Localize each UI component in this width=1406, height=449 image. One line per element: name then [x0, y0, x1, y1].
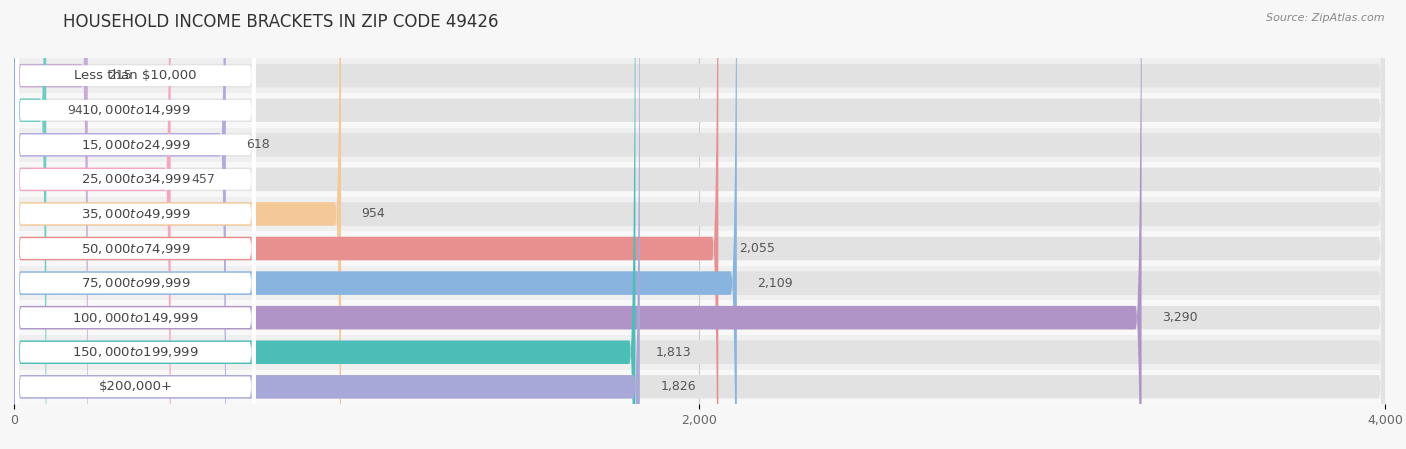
- FancyBboxPatch shape: [15, 0, 256, 449]
- FancyBboxPatch shape: [14, 0, 640, 449]
- Bar: [14, 197, 1385, 231]
- Bar: [14, 93, 1385, 128]
- Text: HOUSEHOLD INCOME BRACKETS IN ZIP CODE 49426: HOUSEHOLD INCOME BRACKETS IN ZIP CODE 49…: [63, 13, 499, 31]
- FancyBboxPatch shape: [14, 0, 1385, 449]
- Text: 3,290: 3,290: [1163, 311, 1198, 324]
- FancyBboxPatch shape: [15, 0, 256, 449]
- Text: 618: 618: [246, 138, 270, 151]
- FancyBboxPatch shape: [14, 0, 1142, 449]
- FancyBboxPatch shape: [14, 0, 737, 449]
- FancyBboxPatch shape: [14, 0, 718, 449]
- FancyBboxPatch shape: [14, 0, 342, 449]
- Text: $15,000 to $24,999: $15,000 to $24,999: [80, 138, 190, 152]
- FancyBboxPatch shape: [15, 0, 256, 449]
- Text: 215: 215: [108, 69, 132, 82]
- Bar: [14, 58, 1385, 93]
- FancyBboxPatch shape: [15, 0, 256, 449]
- Text: $150,000 to $199,999: $150,000 to $199,999: [72, 345, 198, 359]
- FancyBboxPatch shape: [15, 0, 256, 449]
- Text: $100,000 to $149,999: $100,000 to $149,999: [72, 311, 198, 325]
- Text: $200,000+: $200,000+: [98, 380, 173, 393]
- Bar: [14, 231, 1385, 266]
- Text: Source: ZipAtlas.com: Source: ZipAtlas.com: [1267, 13, 1385, 23]
- FancyBboxPatch shape: [14, 0, 226, 449]
- FancyBboxPatch shape: [15, 0, 256, 449]
- Text: $75,000 to $99,999: $75,000 to $99,999: [80, 276, 190, 290]
- Bar: [14, 128, 1385, 162]
- FancyBboxPatch shape: [14, 0, 1385, 449]
- Text: $25,000 to $34,999: $25,000 to $34,999: [80, 172, 190, 186]
- Text: 954: 954: [361, 207, 385, 220]
- Text: 2,109: 2,109: [758, 277, 793, 290]
- FancyBboxPatch shape: [14, 0, 46, 449]
- FancyBboxPatch shape: [14, 0, 1385, 449]
- FancyBboxPatch shape: [15, 0, 256, 449]
- Text: 1,813: 1,813: [657, 346, 692, 359]
- FancyBboxPatch shape: [15, 0, 256, 449]
- Text: $50,000 to $74,999: $50,000 to $74,999: [80, 242, 190, 255]
- Bar: [14, 300, 1385, 335]
- FancyBboxPatch shape: [14, 0, 1385, 449]
- FancyBboxPatch shape: [14, 0, 1385, 449]
- FancyBboxPatch shape: [14, 0, 1385, 449]
- FancyBboxPatch shape: [14, 0, 636, 449]
- FancyBboxPatch shape: [14, 0, 1385, 449]
- FancyBboxPatch shape: [14, 0, 1385, 449]
- FancyBboxPatch shape: [14, 0, 1385, 449]
- Text: $35,000 to $49,999: $35,000 to $49,999: [80, 207, 190, 221]
- Bar: [14, 162, 1385, 197]
- Text: $10,000 to $14,999: $10,000 to $14,999: [80, 103, 190, 117]
- FancyBboxPatch shape: [15, 0, 256, 449]
- Text: Less than $10,000: Less than $10,000: [75, 69, 197, 82]
- FancyBboxPatch shape: [14, 0, 170, 449]
- Bar: [14, 370, 1385, 404]
- Text: 457: 457: [191, 173, 215, 186]
- FancyBboxPatch shape: [14, 0, 87, 449]
- Bar: [14, 266, 1385, 300]
- Text: 94: 94: [67, 104, 83, 117]
- Text: 2,055: 2,055: [740, 242, 775, 255]
- Bar: [14, 335, 1385, 370]
- FancyBboxPatch shape: [15, 0, 256, 449]
- FancyBboxPatch shape: [14, 0, 1385, 449]
- Text: 1,826: 1,826: [661, 380, 696, 393]
